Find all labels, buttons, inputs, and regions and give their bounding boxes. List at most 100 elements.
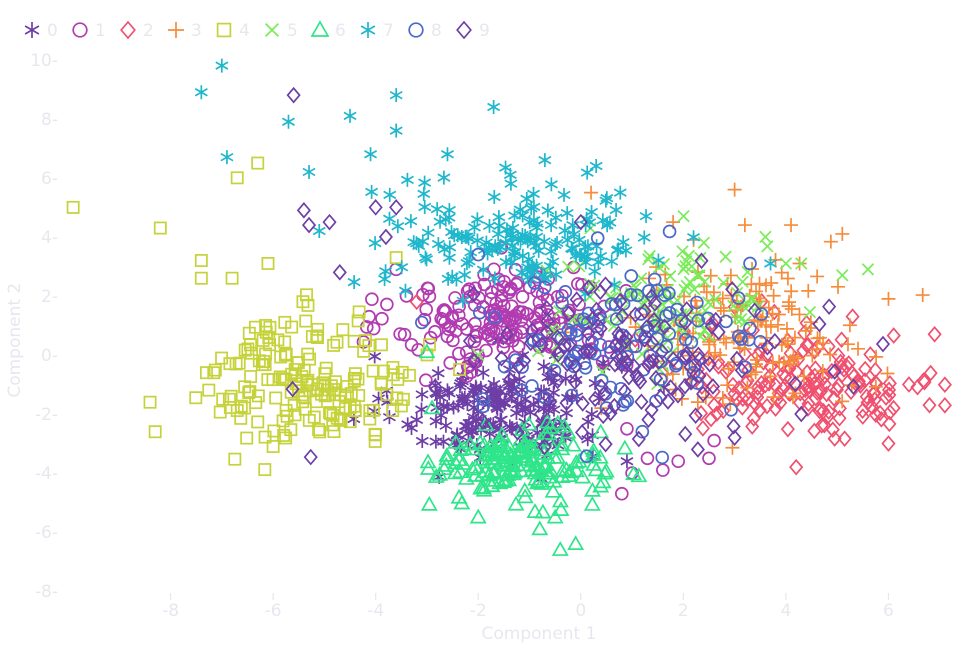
data-point — [846, 378, 861, 395]
data-point — [285, 320, 299, 334]
data-point — [429, 414, 443, 429]
data-point — [228, 452, 242, 466]
data-point — [402, 368, 416, 382]
data-point — [742, 299, 755, 312]
axes: -8- -6- -4- -2- 0- 2- 4- 6- 8- 10- -8 -6 -4 -2 0 2 4 6 C… — [5, 51, 894, 644]
data-point — [615, 307, 630, 325]
data-point — [656, 463, 670, 477]
data-point — [678, 283, 691, 296]
data-point — [767, 332, 782, 350]
legend-label: 2 — [143, 21, 154, 41]
data-point — [574, 424, 590, 441]
data-point — [423, 399, 441, 415]
data-point — [744, 277, 759, 292]
data-point — [452, 441, 470, 456]
data-point — [723, 268, 738, 283]
data-point — [313, 425, 327, 439]
data-point — [526, 464, 544, 480]
data-point — [488, 271, 502, 286]
data-point — [336, 323, 350, 337]
data-point — [479, 453, 497, 469]
data-point — [784, 284, 799, 299]
data-point — [447, 433, 465, 449]
data-point — [511, 397, 525, 412]
legend-marker — [310, 20, 330, 37]
data-point — [821, 403, 836, 420]
data-point — [750, 379, 765, 396]
x-tick-label: 2 — [678, 601, 689, 621]
data-point — [567, 373, 582, 391]
x-axis-title: Component 1 — [482, 624, 597, 644]
data-point — [343, 108, 357, 123]
data-point — [610, 243, 624, 258]
data-point — [864, 398, 880, 416]
x-axis-ticks: -8 -6 -4 -2 0 2 4 6 — [162, 593, 894, 621]
data-point — [694, 378, 709, 395]
data-point — [417, 312, 432, 327]
data-point — [605, 254, 619, 269]
data-point — [784, 218, 799, 233]
data-point — [736, 275, 749, 289]
data-point — [699, 371, 714, 389]
data-point — [796, 342, 811, 359]
data-point — [795, 257, 808, 270]
data-point — [389, 199, 404, 216]
data-point — [549, 414, 567, 430]
data-point — [396, 392, 410, 406]
data-point — [571, 277, 585, 291]
data-point — [758, 376, 773, 394]
data-point — [311, 331, 324, 345]
data-point — [596, 213, 610, 228]
series-4 — [66, 156, 467, 477]
data-point — [724, 403, 738, 417]
data-point — [807, 367, 822, 385]
data-point — [560, 467, 578, 483]
data-point — [843, 383, 859, 401]
data-point — [551, 541, 569, 556]
legend-item-0: 0 — [24, 21, 58, 41]
data-point — [695, 420, 710, 437]
data-point — [572, 232, 586, 247]
data-point — [761, 300, 776, 315]
data-point — [394, 399, 408, 413]
data-point — [704, 318, 719, 335]
data-point — [727, 299, 740, 313]
data-point — [453, 363, 467, 376]
data-point — [549, 448, 567, 464]
y-tick-label: -2- — [35, 405, 58, 425]
legend-item-1: 1 — [72, 21, 106, 41]
data-point — [574, 468, 592, 484]
data-point — [737, 218, 752, 233]
data-point — [857, 372, 873, 389]
data-point — [611, 325, 626, 343]
data-point — [713, 348, 728, 363]
data-point — [872, 404, 888, 422]
data-point — [746, 410, 761, 427]
data-point — [476, 392, 490, 406]
data-point — [678, 314, 693, 331]
data-point — [194, 271, 208, 285]
data-point — [467, 220, 481, 235]
data-point — [348, 404, 362, 418]
data-point — [557, 337, 572, 355]
data-point — [499, 255, 513, 270]
data-point — [603, 404, 618, 422]
data-point — [635, 347, 649, 361]
data-point — [443, 356, 458, 370]
data-point — [506, 238, 520, 253]
data-point — [261, 257, 275, 270]
data-point — [613, 292, 628, 310]
data-point — [322, 213, 337, 231]
data-point — [487, 99, 501, 114]
data-point — [616, 439, 634, 455]
data-point — [538, 270, 552, 285]
data-point — [764, 275, 779, 290]
y-tick-label: 4- — [41, 228, 58, 248]
data-point — [683, 374, 699, 391]
data-point — [576, 343, 591, 361]
data-point — [390, 391, 404, 405]
data-point — [647, 295, 662, 312]
data-point — [624, 288, 638, 302]
data-point — [482, 218, 496, 233]
data-point — [901, 376, 917, 393]
